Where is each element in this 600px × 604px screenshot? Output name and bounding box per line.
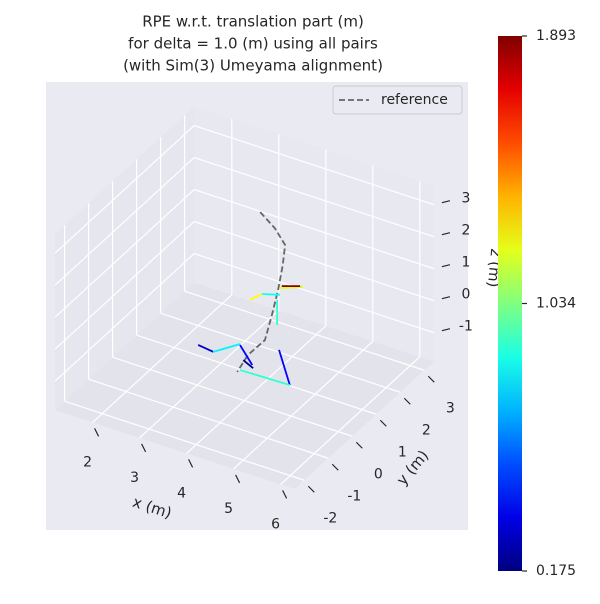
x-tick-label: 6 bbox=[271, 516, 280, 532]
chart-title: for delta = 1.0 (m) using all pairs bbox=[128, 35, 378, 53]
chart-title: (with Sim(3) Umeyama alignment) bbox=[123, 57, 383, 75]
z-tick-label: 3 bbox=[461, 191, 470, 207]
y-tick-label: 0 bbox=[374, 466, 383, 482]
colorbar-tick-label: 1.893 bbox=[536, 28, 576, 44]
colorbar-tick-label: 1.034 bbox=[536, 296, 576, 312]
error-segment bbox=[262, 294, 280, 295]
y-tick-label: 3 bbox=[446, 400, 455, 416]
z-tick-label: 0 bbox=[461, 287, 470, 303]
legend-label: reference bbox=[381, 92, 448, 108]
y-tick-label: -1 bbox=[347, 488, 361, 504]
chart-title: RPE w.r.t. translation part (m) bbox=[142, 13, 364, 31]
x-tick-label: 4 bbox=[177, 485, 186, 501]
x-tick-label: 2 bbox=[83, 454, 92, 470]
colorbar bbox=[498, 36, 522, 571]
z-tick-label: 2 bbox=[461, 223, 470, 239]
y-tick-label: 2 bbox=[422, 422, 431, 438]
x-tick-label: 3 bbox=[130, 470, 139, 486]
colorbar-tick-label: 0.175 bbox=[536, 563, 576, 579]
error-segment bbox=[280, 287, 303, 288]
y-tick-label: -2 bbox=[323, 510, 337, 526]
x-tick-label: 5 bbox=[224, 501, 233, 517]
z-tick-label: 1 bbox=[461, 255, 470, 271]
z-tick-label: -1 bbox=[459, 319, 473, 335]
y-tick-label: 1 bbox=[398, 444, 407, 460]
